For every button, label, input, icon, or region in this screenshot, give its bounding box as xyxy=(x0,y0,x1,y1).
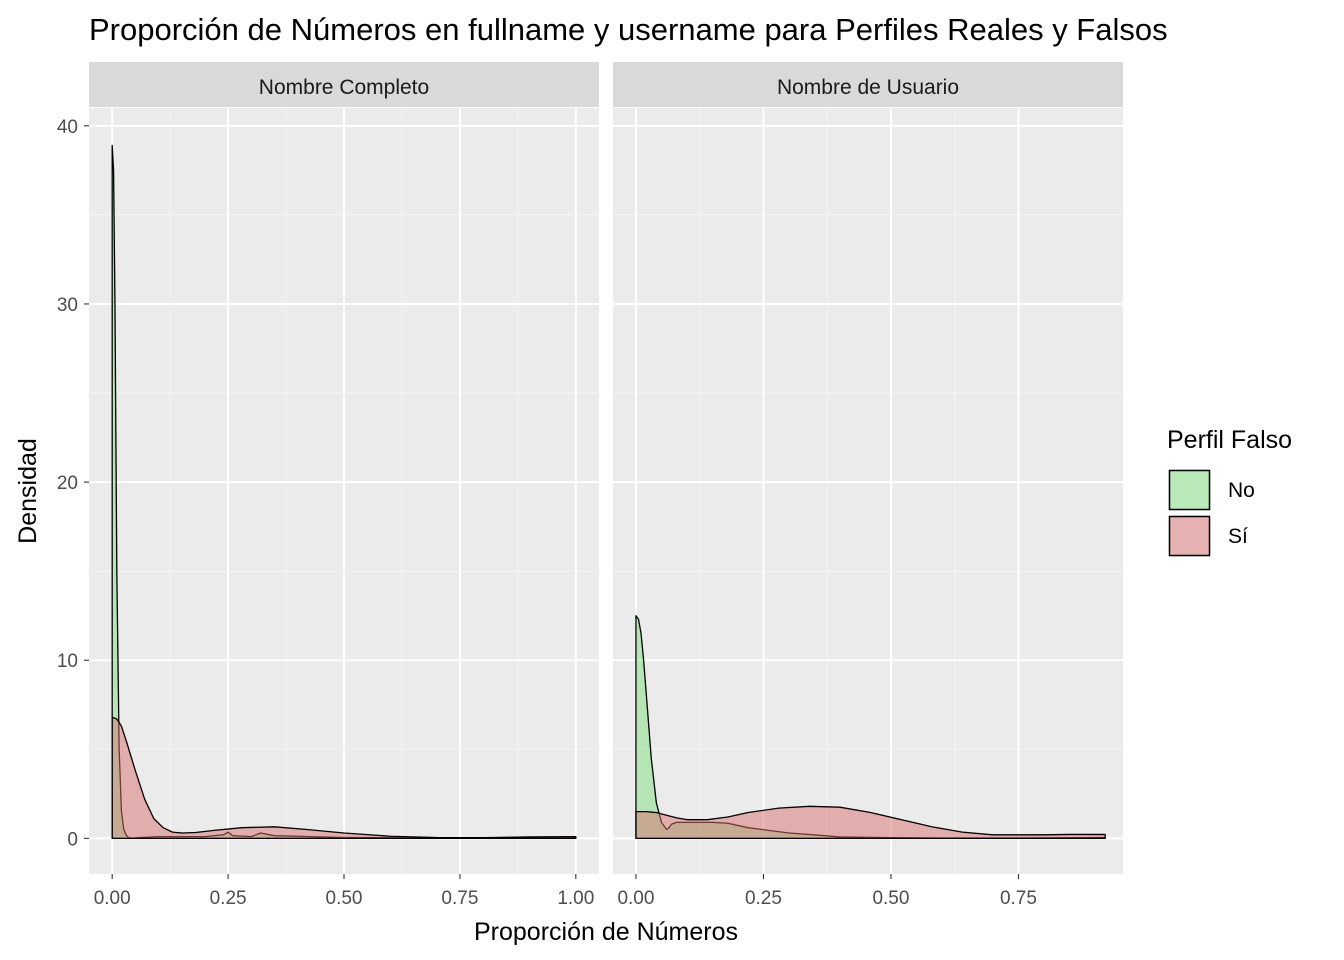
legend-item-no: No xyxy=(1168,469,1255,511)
legend: Perfil Falso No Sí xyxy=(1167,426,1292,557)
y-tick-label: 30 xyxy=(57,295,78,316)
x-tick-label: 0.75 xyxy=(441,888,478,909)
panel-nombre-de-usuario: Nombre de Usuario 0.00 0.25 0.50 0.75 xyxy=(613,62,1123,909)
x-tick-label: 0.00 xyxy=(617,888,654,909)
legend-label: Sí xyxy=(1228,525,1248,548)
legend-title: Perfil Falso xyxy=(1167,426,1292,454)
y-axis-title: Densidad xyxy=(14,438,42,544)
facet-strip xyxy=(613,62,1123,107)
legend-item-si: Sí xyxy=(1168,515,1248,557)
x-tick-label: 0.25 xyxy=(210,888,247,909)
panel-background xyxy=(613,108,1123,874)
x-tick-label: 0.50 xyxy=(326,888,363,909)
x-axis-title: Proporción de Números xyxy=(474,918,738,946)
legend-swatch xyxy=(1168,515,1211,557)
density-area-si xyxy=(635,805,1106,840)
x-tick-label: 0.00 xyxy=(94,888,131,909)
x-tick-label: 0.75 xyxy=(1000,888,1037,909)
panel-nombre-completo: Nombre Completo 0.00 0.25 0.50 0.75 1.00 xyxy=(89,62,599,909)
legend-swatch xyxy=(1168,469,1211,511)
facet-panels: 0 10 20 30 40 Nombre Completo 0.00 0.25 0.50 0.75… xyxy=(57,62,1123,909)
chart-title: Proporción de Números en fullname y user… xyxy=(89,12,1168,47)
x-tick-label: 0.25 xyxy=(745,888,782,909)
legend-label: No xyxy=(1228,479,1255,502)
x-tick-label: 0.50 xyxy=(872,888,909,909)
y-tick-label: 40 xyxy=(57,117,78,138)
y-tick-label: 20 xyxy=(57,473,78,494)
facet-strip-label: Nombre de Usuario xyxy=(777,76,959,99)
facet-strip-label: Nombre Completo xyxy=(259,76,429,99)
density-area-si xyxy=(111,716,577,840)
y-tick-label: 10 xyxy=(57,651,78,672)
facet-strip xyxy=(89,62,599,107)
y-tick-label: 0 xyxy=(67,829,78,850)
x-tick-label: 1.00 xyxy=(557,888,594,909)
